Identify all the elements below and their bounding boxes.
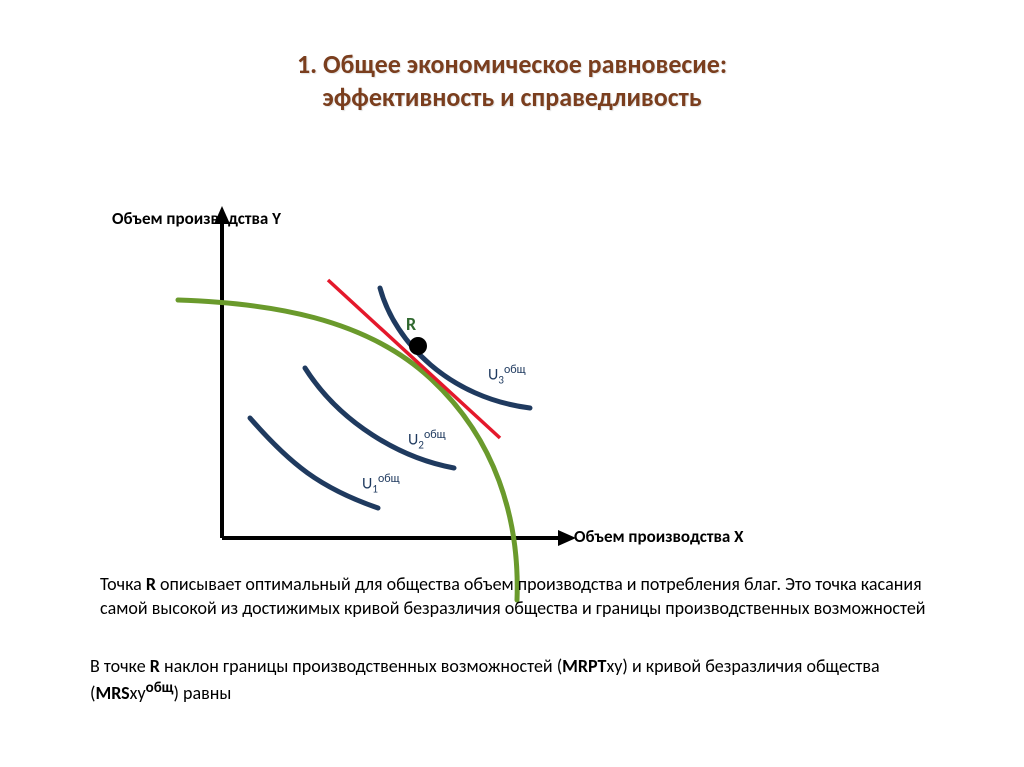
title-line1: 1. Общее экономическое равновесие:	[297, 48, 727, 80]
slide-title: 1. Общее экономическое равновесие: эффек…	[0, 48, 1024, 113]
point-r-label: R	[406, 313, 416, 335]
paragraph-2: В точке R наклон границы производственны…	[90, 654, 930, 706]
u3-label: U3общ	[488, 363, 526, 388]
u1-label: U1общ	[362, 472, 400, 497]
u2-label: U2общ	[408, 428, 446, 453]
title-line2: эффективность и справедливость	[322, 81, 701, 113]
paragraph-1: Точка R описывает оптимальный для общест…	[100, 572, 930, 621]
x-axis-label: Объем производства X	[574, 526, 744, 547]
y-axis-label: Объем производства Y	[112, 208, 281, 229]
